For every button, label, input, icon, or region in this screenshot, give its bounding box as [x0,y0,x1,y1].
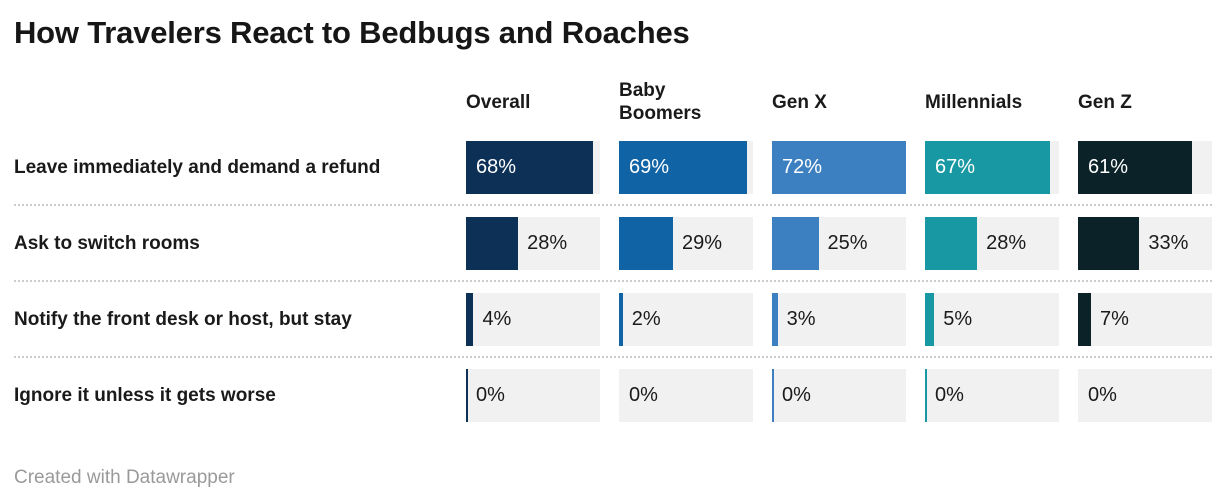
bar [466,293,474,346]
bar-value-label: 3% [786,308,816,330]
bar-track: 28% [466,217,600,270]
bar-value-label: 33% [1148,232,1189,254]
bar-track: 67% [925,141,1059,194]
bar-track: 0% [925,369,1059,422]
bar [772,217,819,270]
table-row: Ignore it unless it gets worse 0% 0% 0% 0% 0% [14,358,1212,432]
bar [1078,217,1140,270]
bar-value-label: 69% [629,156,670,178]
column-header: Gen Z [1078,91,1132,113]
bar [466,217,519,270]
attribution-text: Created with Datawrapper [14,467,235,488]
bar [466,141,593,194]
bar-value-label: 4% [482,308,512,330]
bar [619,293,623,346]
bar [1078,141,1192,194]
bar [925,217,978,270]
bar-track: 33% [1078,217,1212,270]
bar [1078,293,1092,346]
table-row: Ask to switch rooms 28% 29% 25% 28% 33% [14,206,1212,282]
bar-track: 0% [1078,369,1212,422]
row-label: Leave immediately and demand a refund [14,156,381,178]
bar-track: 3% [772,293,906,346]
bar-value-label: 67% [935,156,976,178]
column-header: Millennials [925,91,1023,113]
bar [772,293,778,346]
bar-value-label: 0% [935,384,964,406]
bar [619,217,673,270]
bar [925,369,927,422]
bar-track: 25% [772,217,906,270]
bar-value-label: 61% [1088,156,1129,178]
bar-track: 28% [925,217,1059,270]
bar [925,293,935,346]
bar-value-label: 0% [1088,384,1117,406]
bar-track: 29% [619,217,753,270]
column-header: Overall [466,91,531,113]
bar-value-label: 28% [986,232,1027,254]
bar-track: 72% [772,141,906,194]
table-row: Leave immediately and demand a refund 68%… [14,130,1212,206]
bar-track: 61% [1078,141,1212,194]
bar-value-label: 0% [782,384,811,406]
bar-track: 7% [1078,293,1212,346]
bar-track: 0% [772,369,906,422]
column-header: Baby Boomers [619,80,702,124]
bar-track: 69% [619,141,753,194]
bar [619,141,748,194]
chart-title: How Travelers React to Bedbugs and Roach… [14,15,690,50]
bar-value-label: 29% [681,232,722,254]
bar-value-label: 2% [631,308,661,330]
bar-value-label: 0% [629,384,658,406]
bar-track: 68% [466,141,600,194]
bar-track: 0% [619,369,753,422]
row-label: Ask to switch rooms [14,232,200,254]
bar-value-label: 72% [782,156,823,178]
table-row: Notify the front desk or host, but stay 4… [14,282,1212,358]
bar-value-label: 5% [943,308,973,330]
bar-track: 4% [466,293,600,346]
bar [772,141,906,194]
bar-track: 5% [925,293,1059,346]
bar-value-label: 0% [476,384,505,406]
bar-value-label: 7% [1100,308,1129,330]
bar-value-label: 68% [476,156,517,178]
bar [772,369,774,422]
bar [925,141,1050,194]
column-header: Gen X [772,91,827,113]
bar-track: 2% [619,293,753,346]
bar-value-label: 25% [827,232,868,254]
bar [466,369,468,422]
column-header-row: Overall Baby Boomers Gen X Millennials Gen Z [14,74,1212,130]
bar-value-label: 28% [527,232,568,254]
row-label: Ignore it unless it gets worse [14,384,276,406]
chart-body: Leave immediately and demand a refund 68%… [14,130,1212,432]
bar-track: 0% [466,369,600,422]
row-label: Notify the front desk or host, but stay [14,308,352,330]
